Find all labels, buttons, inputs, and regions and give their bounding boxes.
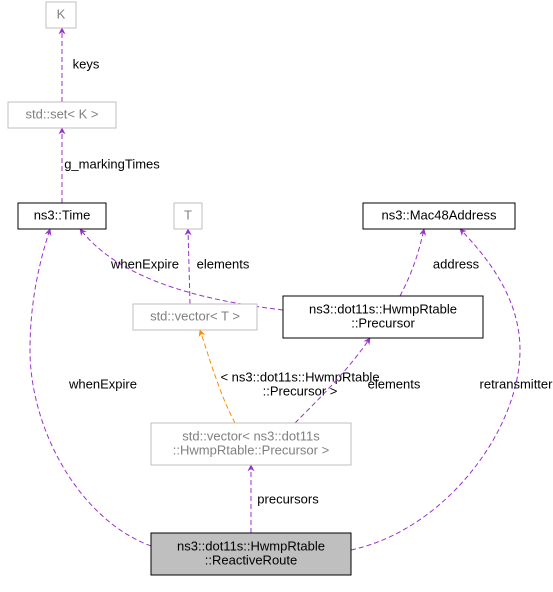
node-label: std::vector< ns3::dot11s [182, 428, 320, 443]
edge-label: elements [197, 256, 250, 271]
node-label: ns3::dot11s::HwmpRtable [309, 301, 457, 316]
node-mac[interactable]: ns3::Mac48Address [363, 203, 515, 229]
node-label: std::vector< T > [150, 308, 240, 323]
node-label: std::set< K > [26, 106, 99, 121]
node-time[interactable]: ns3::Time [18, 203, 106, 229]
node-label: ::Precursor [351, 315, 415, 330]
edge-label: g_markingTimes [64, 156, 160, 171]
node-set[interactable]: std::set< K > [8, 102, 116, 128]
edge-label: elements [368, 376, 421, 391]
edge-precursor-to-mac [400, 229, 424, 296]
node-reactive[interactable]: ns3::dot11s::HwmpRtable::ReactiveRoute [151, 533, 351, 575]
node-label: K [57, 6, 66, 21]
node-label: ns3::Time [34, 207, 91, 222]
nodes-layer: Kstd::set< K >ns3::Time Tns3::Mac48Addres… [8, 2, 515, 575]
node-label: ns3::dot11s::HwmpRtable [177, 538, 325, 553]
node-vecprec[interactable]: std::vector< ns3::dot11s::HwmpRtable::Pr… [151, 423, 351, 465]
edge-label: keys [73, 56, 100, 71]
node-precursor[interactable]: ns3::dot11s::HwmpRtable::Precursor [283, 296, 483, 338]
edge-label: address [433, 256, 480, 271]
node-label: ::HwmpRtable::Precursor > [173, 442, 329, 457]
edge-vect-to-t [188, 229, 190, 304]
node-vect[interactable]: std::vector< T > [133, 304, 257, 330]
edge-label: whenExpire [68, 376, 137, 391]
edge-label: < ns3::dot11s::HwmpRtable [220, 369, 379, 384]
edge-label: whenExpire [110, 256, 179, 271]
node-label: ::ReactiveRoute [205, 552, 298, 567]
node-k[interactable]: K [46, 2, 76, 28]
edge-label: retransmitter [480, 376, 553, 391]
node-label: T [184, 207, 192, 222]
node-label: ns3::Mac48Address [382, 207, 497, 222]
edge-label: precursors [257, 491, 319, 506]
node-t[interactable]: T [174, 203, 202, 229]
